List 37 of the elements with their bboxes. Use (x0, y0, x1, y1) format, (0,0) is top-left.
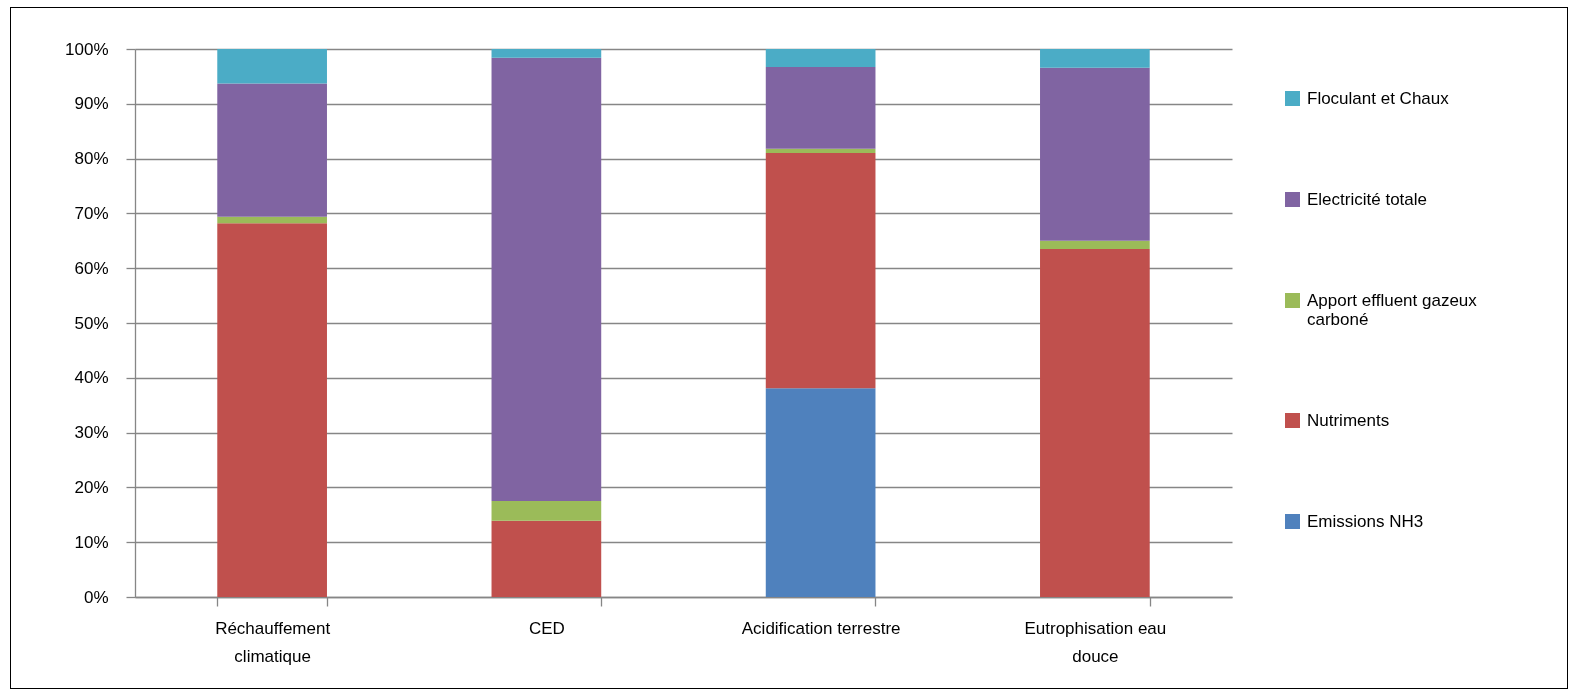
x-tick-label: Réchauffement climatique (215, 618, 331, 666)
y-tick-label: 80% (74, 149, 109, 169)
legend-label: Electricité totale (1307, 189, 1427, 209)
x-tick-label: Acidification terrestre (741, 618, 901, 638)
bar (1040, 67, 1150, 241)
y-tick-label: 10% (74, 532, 109, 552)
bar (765, 153, 876, 389)
bar (217, 83, 327, 217)
bar (1040, 249, 1150, 597)
legend-label: Nutriments (1307, 410, 1390, 430)
x-tick-label: Eutrophisation eau douce (1024, 618, 1167, 666)
bar (765, 67, 876, 149)
bar (491, 501, 602, 521)
y-tick-label: 30% (74, 423, 109, 443)
bar (491, 520, 602, 597)
bar (765, 148, 876, 154)
legend-label: Floculant et Chaux (1307, 88, 1450, 108)
bar (491, 57, 602, 502)
y-tick-label: 90% (74, 94, 109, 114)
y-tick-label: 50% (74, 313, 109, 333)
bar (217, 49, 327, 84)
y-tick-label: 20% (74, 477, 109, 497)
y-tick-label: 100% (65, 39, 109, 59)
x-tick-label: CED (528, 618, 565, 638)
bar (765, 388, 876, 597)
bar (217, 216, 327, 224)
bar (491, 49, 602, 58)
y-tick-label: 60% (74, 258, 109, 278)
bar (765, 49, 876, 68)
bar (1040, 49, 1150, 68)
y-tick-label: 40% (74, 368, 109, 388)
y-tick-label: 70% (74, 203, 109, 223)
legend-label: Emissions NH3 (1307, 511, 1424, 531)
legend-label: Apport effluent gazeux carboné (1307, 290, 1478, 329)
y-tick-label: 0% (83, 587, 109, 607)
bar (217, 223, 327, 597)
bar (1040, 240, 1150, 250)
